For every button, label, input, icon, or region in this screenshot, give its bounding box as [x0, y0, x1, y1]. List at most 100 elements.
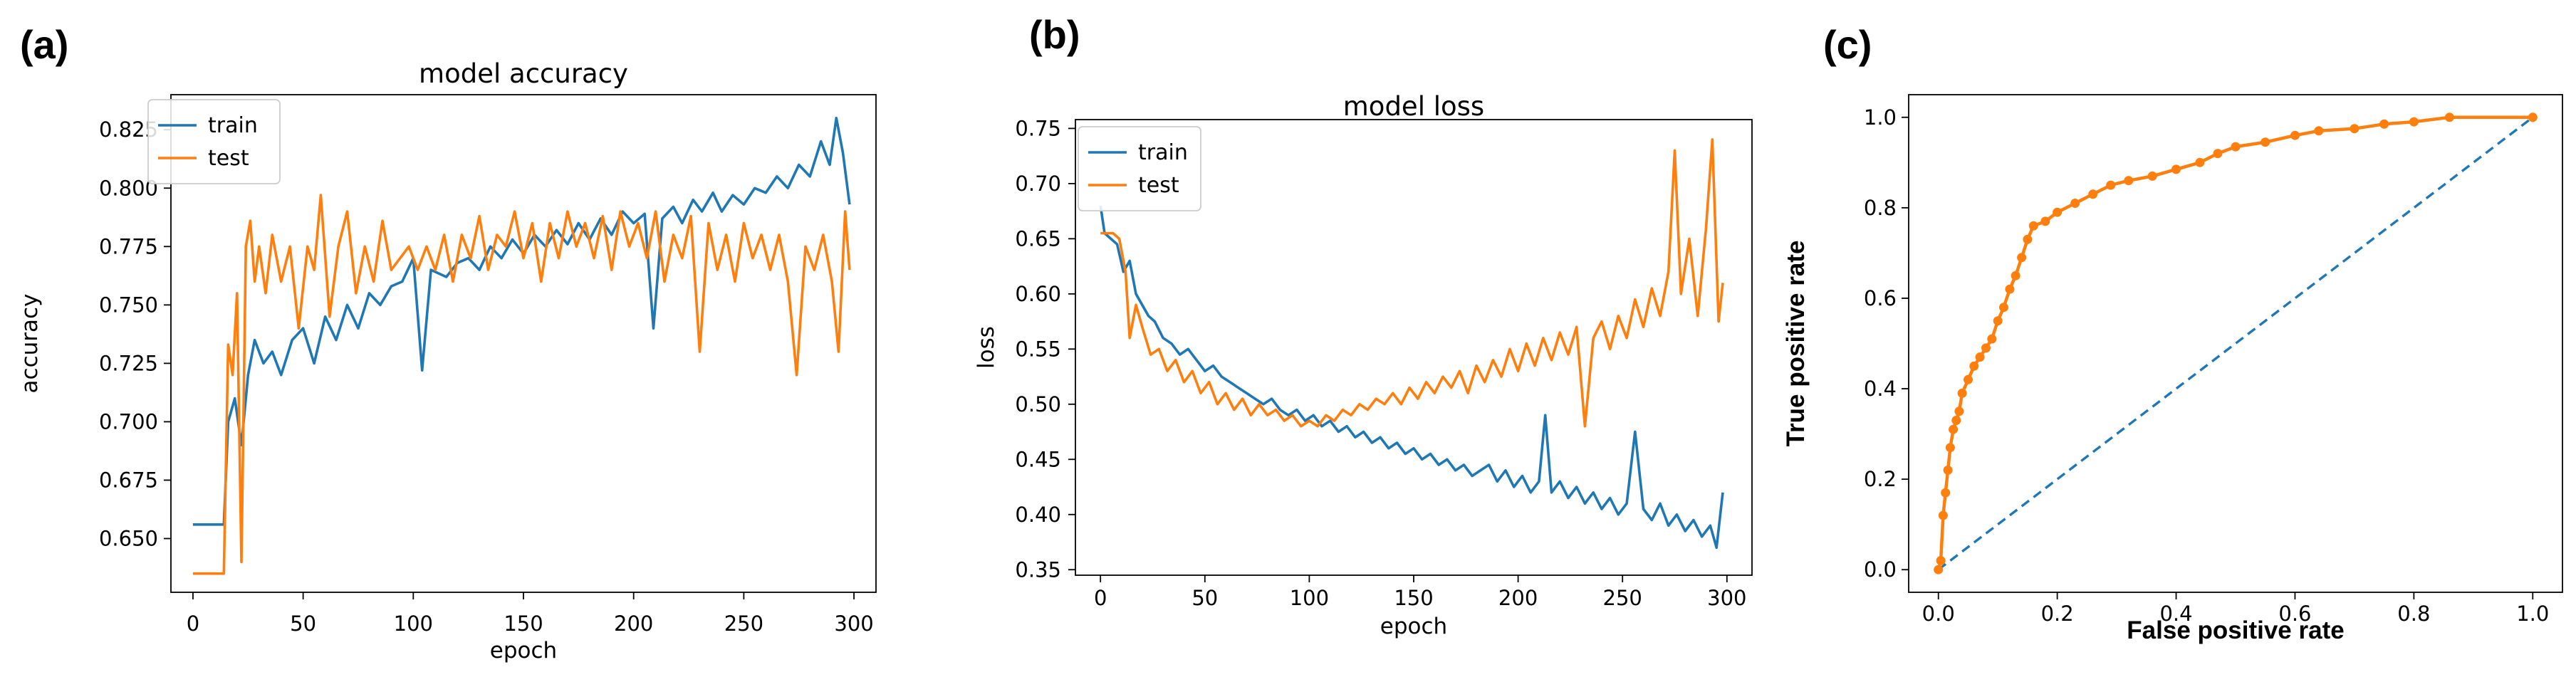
x-tick-label: 150	[1394, 586, 1433, 610]
data-point	[2231, 142, 2241, 152]
x-tick-label: 200	[614, 612, 653, 636]
y-tick-label: 0.675	[99, 468, 158, 492]
x-tick-label: 1.0	[2516, 602, 2549, 626]
chart-title: model loss	[1343, 91, 1484, 122]
data-point	[2017, 253, 2027, 263]
y-axis-label: loss	[974, 326, 999, 369]
data-point	[2106, 180, 2116, 190]
data-point	[2011, 271, 2020, 280]
data-point	[2070, 199, 2080, 208]
data-point	[2379, 119, 2389, 129]
panel-label: (a)	[20, 22, 68, 67]
data-point	[2147, 171, 2157, 181]
data-point	[2350, 124, 2359, 134]
series-line-train	[1099, 205, 1724, 550]
data-point	[1949, 424, 1959, 434]
series-group	[1099, 138, 1724, 550]
x-tick-label: 100	[394, 612, 433, 636]
data-point	[2005, 284, 2015, 294]
chart-title: model accuracy	[419, 58, 628, 89]
series-line-test	[1100, 138, 1724, 428]
data-point	[1993, 316, 2003, 326]
data-point	[2314, 126, 2324, 136]
x-tick-label: 0	[1094, 586, 1107, 610]
series-line-test	[192, 194, 851, 575]
y-tick-label: 0.50	[1015, 392, 1061, 416]
x-axis-label: epoch	[1380, 614, 1447, 639]
data-point	[2409, 117, 2419, 127]
panel-label: (b)	[1029, 12, 1080, 57]
y-tick-label: 0.60	[1015, 282, 1061, 306]
data-point	[2290, 130, 2300, 140]
y-tick-label: 0.45	[1015, 447, 1061, 471]
data-point	[1934, 565, 1944, 574]
data-point	[1981, 343, 1991, 353]
x-tick-label: 50	[1191, 586, 1218, 610]
data-point	[2195, 157, 2205, 167]
x-tick-label: 200	[1498, 586, 1538, 610]
data-point	[1954, 406, 1964, 416]
y-tick-label: 0.725	[99, 351, 158, 375]
series-group	[192, 117, 851, 575]
data-point	[1945, 443, 1955, 453]
x-tick-label: 0	[187, 612, 199, 636]
x-tick-label: 300	[834, 612, 873, 636]
data-point	[2040, 216, 2050, 226]
chart-panel-2: (c) 0.0 0.2 0.4 0.6 0.8 1.0 0.0 0.2 0.4 0.6 0.8 1.0 F…	[1782, 22, 2563, 644]
y-tick-label: 0.650	[99, 527, 158, 551]
y-tick-label: 0.6	[1864, 286, 1897, 310]
data-point	[2171, 164, 2181, 174]
y-axis-label: accuracy	[17, 294, 43, 394]
x-tick-label: 0.2	[2041, 602, 2074, 626]
data-point	[1969, 361, 1979, 371]
data-point	[1938, 510, 1948, 520]
x-tick-label: 0.6	[2278, 602, 2311, 626]
chart-panel-1: (b) model loss 0 50 100 150 200 250 300 0.35 0.40 0…	[974, 12, 1753, 639]
y-tick-label: 0.40	[1015, 503, 1061, 527]
data-point	[1936, 556, 1946, 565]
data-point	[2213, 149, 2223, 159]
y-tick-label: 0.700	[99, 409, 158, 434]
y-tick-label: 0.2	[1864, 467, 1897, 491]
x-tick-label: 150	[504, 612, 543, 636]
panel-label: (c)	[1823, 22, 1872, 67]
data-point	[1957, 388, 1967, 398]
data-point	[2023, 234, 2033, 244]
x-axis-label: False positive rate	[2127, 616, 2344, 644]
data-point	[2124, 176, 2134, 186]
legend-box	[147, 99, 281, 184]
legend-label-test: test	[1138, 173, 1179, 198]
chart-panel-0: (a) model accuracy 0 50 100 150 200 250 300 0.650…	[17, 22, 877, 663]
x-tick-label: 250	[1603, 586, 1642, 610]
x-tick-label: 50	[290, 612, 316, 636]
data-point	[1951, 416, 1961, 425]
data-point	[1975, 352, 1985, 362]
data-point	[2528, 112, 2538, 122]
y-tick-label: 0.4	[1864, 377, 1897, 401]
x-tick-label: 100	[1290, 586, 1329, 610]
data-point	[2053, 207, 2063, 217]
y-tick-label: 0.8	[1864, 196, 1897, 220]
legend-label-test: test	[208, 146, 249, 171]
x-tick-label: 0.4	[2159, 602, 2192, 626]
y-tick-label: 0.55	[1015, 337, 1061, 361]
y-tick-label: 0.775	[99, 234, 158, 258]
y-tick-label: 0.75	[1015, 116, 1061, 140]
y-axis-label: True positive rate	[1782, 241, 1810, 447]
y-tick-label: 0.65	[1015, 226, 1061, 251]
legend-box	[1078, 126, 1201, 211]
legend: train test	[1078, 126, 1201, 211]
legend-label-train: train	[208, 113, 258, 138]
x-tick-label: 0.0	[1922, 602, 1955, 626]
data-point	[2444, 112, 2454, 122]
x-tick-label: 0.8	[2397, 602, 2430, 626]
y-tick-label: 0.35	[1015, 557, 1061, 582]
y-tick-label: 0.750	[99, 293, 158, 317]
legend-label-train: train	[1138, 140, 1188, 165]
data-point	[1943, 465, 1953, 475]
y-tick-label: 0.70	[1015, 172, 1061, 196]
y-tick-label: 0.0	[1864, 557, 1897, 582]
series-line-chance	[1937, 116, 2534, 571]
legend: train test	[147, 99, 281, 184]
